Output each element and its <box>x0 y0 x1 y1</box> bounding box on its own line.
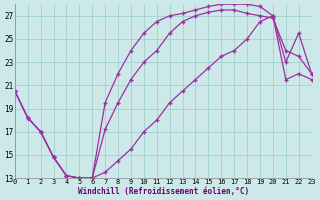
X-axis label: Windchill (Refroidissement éolien,°C): Windchill (Refroidissement éolien,°C) <box>78 187 249 196</box>
